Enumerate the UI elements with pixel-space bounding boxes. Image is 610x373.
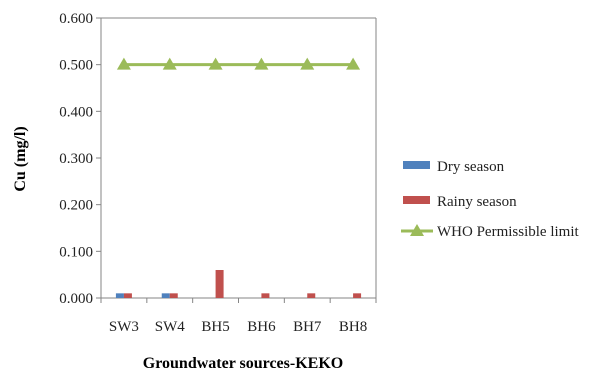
y-tick-label: 0.300: [59, 151, 93, 167]
legend-swatch-who-limit-marker: [410, 224, 424, 236]
y-tick-label: 0.200: [59, 198, 93, 214]
x-tick-label: BH5: [201, 319, 229, 335]
x-tick-label: SW4: [155, 319, 186, 335]
x-axis-title: Groundwater sources-KEKO: [143, 355, 343, 372]
bar-rainy-season: [353, 293, 362, 298]
x-tick-label: SW3: [109, 319, 139, 335]
legend-label: WHO Permissible limit: [437, 224, 579, 240]
legend-swatch-dry-season: [403, 161, 430, 169]
bar-rainy-season: [169, 293, 178, 298]
who-limit-marker: [346, 57, 361, 70]
y-axis-title: Cu (mg/l): [12, 126, 29, 191]
y-tick-label: 0.400: [59, 104, 93, 120]
bar-rainy-season: [123, 293, 132, 298]
bar-dry-season: [161, 293, 170, 298]
who-limit-marker: [116, 57, 131, 70]
who-limit-marker: [162, 57, 177, 70]
bar-rainy-season: [215, 270, 224, 298]
plot-area: [100, 17, 377, 299]
bar-rainy-season: [261, 293, 270, 298]
y-axis-ticks: 0.000 0.100 0.200 0.300 0.400 0.500 0.600: [59, 11, 101, 307]
x-axis-ticks: SW3 SW4 BH5 BH6 BH7 BH8: [100, 298, 377, 335]
bar-dry-season: [115, 293, 124, 298]
x-tick-label: BH7: [293, 319, 322, 335]
series-marks: [115, 57, 362, 298]
legend: Dry season Rainy season WHO Permissible li…: [401, 159, 579, 240]
legend-label: Rainy season: [437, 194, 517, 210]
who-limit-marker: [208, 57, 223, 70]
y-tick-label: 0.600: [59, 11, 93, 27]
y-tick-label: 0.500: [59, 58, 93, 74]
y-tick-label: 0.100: [59, 244, 93, 260]
bar-rainy-season: [307, 293, 316, 298]
x-tick-label: BH6: [247, 319, 276, 335]
who-limit-marker: [300, 57, 315, 70]
who-limit-marker: [254, 57, 269, 70]
y-tick-label: 0.000: [59, 291, 93, 307]
legend-swatch-rainy-season: [403, 196, 430, 204]
legend-label: Dry season: [437, 159, 505, 175]
x-tick-label: BH8: [339, 319, 367, 335]
